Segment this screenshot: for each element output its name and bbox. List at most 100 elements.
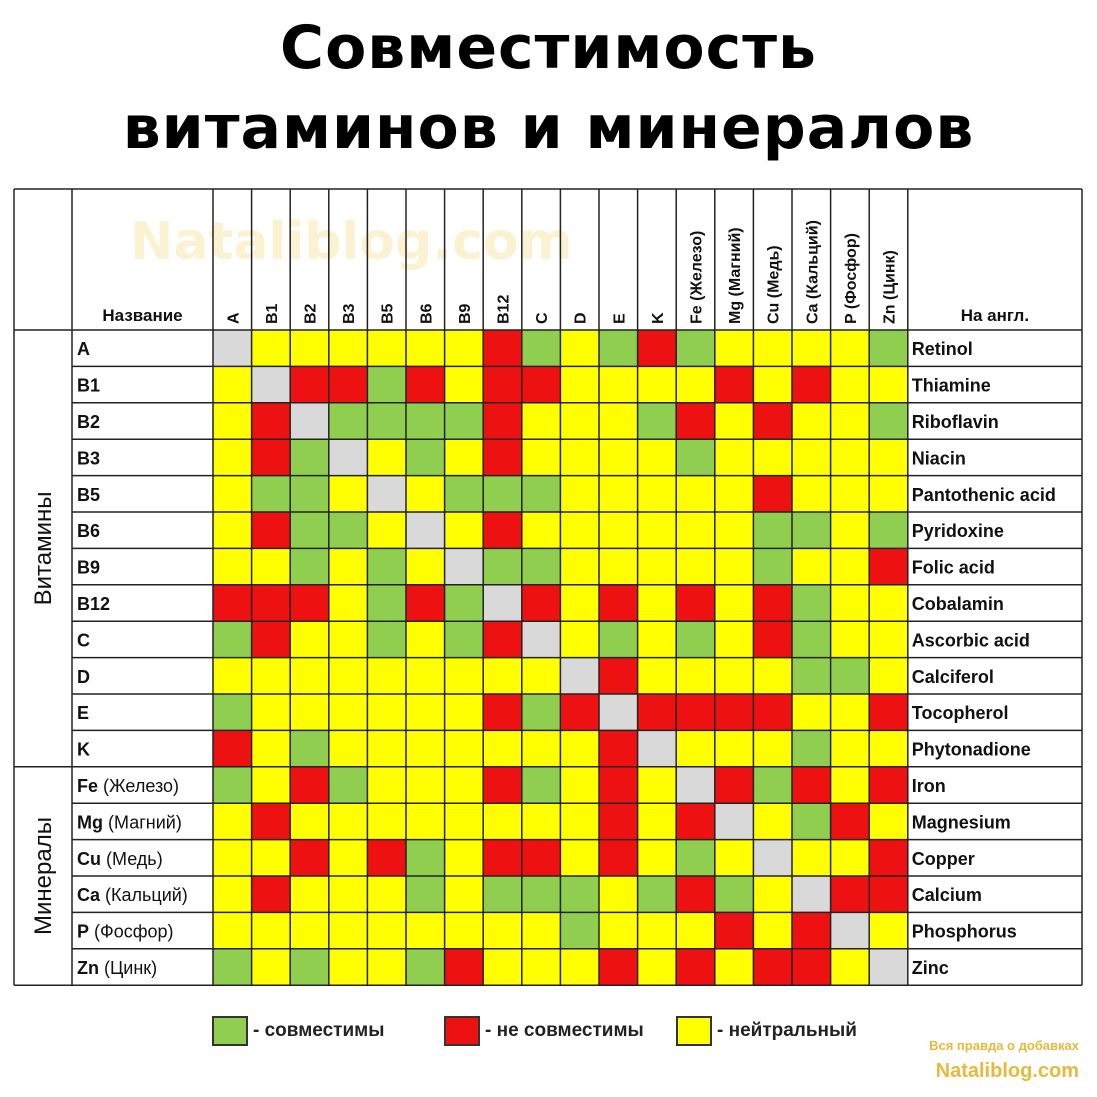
heatmap-cell bbox=[213, 912, 252, 949]
heatmap-cell bbox=[290, 330, 329, 367]
heatmap-cell bbox=[714, 584, 754, 622]
heatmap-cell bbox=[483, 912, 522, 949]
heatmap-cell bbox=[521, 548, 561, 585]
heatmap-cell bbox=[676, 839, 715, 876]
heatmap-cell bbox=[328, 475, 368, 512]
heatmap-cell bbox=[290, 839, 329, 876]
heatmap-cell bbox=[714, 548, 754, 585]
heatmap-cell bbox=[676, 512, 715, 549]
heatmap-cell bbox=[792, 621, 831, 658]
heatmap-cell bbox=[483, 439, 522, 476]
heatmap-cell bbox=[599, 694, 638, 731]
heatmap-cell bbox=[792, 402, 831, 440]
heatmap-cell bbox=[290, 803, 329, 840]
heatmap-cell bbox=[328, 839, 368, 876]
heatmap-cell bbox=[444, 803, 484, 840]
row-english-label: Calciferol bbox=[912, 667, 994, 687]
heatmap-cell bbox=[753, 876, 792, 913]
heatmap-cell bbox=[599, 803, 638, 840]
heatmap-cell bbox=[213, 439, 252, 476]
heatmap-cell bbox=[637, 948, 677, 986]
heatmap-cell bbox=[406, 548, 445, 585]
heatmap-cell bbox=[521, 621, 561, 658]
group-label: Витамины bbox=[30, 491, 57, 605]
row-english-label: Cobalamin bbox=[912, 594, 1004, 614]
row-label: P (Фосфор) bbox=[77, 922, 174, 942]
heatmap-cell bbox=[521, 657, 561, 694]
heatmap-cell bbox=[869, 912, 908, 949]
legend-compatible: - совместимы bbox=[212, 1014, 384, 1048]
heatmap-cell bbox=[406, 366, 445, 403]
heatmap-cell bbox=[714, 657, 754, 694]
heatmap-cell bbox=[213, 475, 252, 512]
heatmap-cell bbox=[869, 330, 908, 367]
heatmap-cell bbox=[637, 330, 677, 367]
heatmap-cell bbox=[792, 584, 831, 622]
heatmap-cell bbox=[367, 584, 406, 622]
heatmap-cell bbox=[676, 366, 715, 403]
heatmap-cell bbox=[753, 366, 792, 403]
heatmap-cell bbox=[483, 621, 522, 658]
heatmap-cell bbox=[753, 512, 792, 549]
heatmap-cell bbox=[290, 730, 329, 767]
heatmap-cell bbox=[406, 803, 445, 840]
heatmap-cell bbox=[290, 694, 329, 731]
row-label: Cu (Медь) bbox=[77, 849, 163, 869]
row-label: Zn (Цинк) bbox=[77, 958, 157, 978]
heatmap-cell bbox=[367, 694, 406, 731]
column-label: B5 bbox=[380, 303, 397, 324]
heatmap-cell bbox=[521, 366, 561, 403]
heatmap-cell bbox=[637, 912, 677, 949]
heatmap-cell bbox=[290, 948, 329, 986]
heatmap-cell bbox=[290, 402, 329, 440]
legend-swatch-incompatible bbox=[444, 1016, 480, 1046]
heatmap-cell bbox=[830, 948, 870, 986]
heatmap-cell bbox=[483, 694, 522, 731]
heatmap-cell bbox=[406, 948, 445, 986]
heatmap-cell bbox=[792, 512, 831, 549]
heatmap-cell bbox=[637, 548, 677, 585]
heatmap-cell bbox=[830, 402, 870, 440]
heatmap-cell bbox=[406, 694, 445, 731]
heatmap-cell bbox=[328, 439, 368, 476]
heatmap-cell bbox=[213, 621, 252, 658]
heatmap-cell bbox=[251, 839, 291, 876]
heatmap-cell bbox=[599, 584, 638, 622]
heatmap-cell bbox=[560, 402, 599, 440]
legend-swatch-neutral bbox=[676, 1016, 712, 1046]
heatmap-cell bbox=[560, 912, 599, 949]
heatmap-cell bbox=[637, 803, 677, 840]
heatmap-cell bbox=[251, 621, 291, 658]
heatmap-cell bbox=[753, 730, 792, 767]
heatmap-cell bbox=[406, 839, 445, 876]
heatmap-cell bbox=[251, 512, 291, 549]
header-name: Название bbox=[102, 306, 182, 325]
heatmap-cell bbox=[367, 948, 406, 986]
heatmap-cell bbox=[676, 475, 715, 512]
heatmap-cell bbox=[367, 475, 406, 512]
heatmap-cell bbox=[251, 439, 291, 476]
heatmap-cell bbox=[444, 548, 484, 585]
heatmap-cell bbox=[869, 439, 908, 476]
heatmap-cell bbox=[328, 548, 368, 585]
heatmap-cell bbox=[483, 366, 522, 403]
heatmap-cell bbox=[714, 730, 754, 767]
heatmap-cell bbox=[637, 730, 677, 767]
heatmap-cell bbox=[753, 948, 792, 986]
heatmap-cell bbox=[213, 330, 252, 367]
heatmap-cell bbox=[406, 912, 445, 949]
heatmap-cell bbox=[367, 657, 406, 694]
heatmap-cell bbox=[483, 584, 522, 622]
heatmap-cell bbox=[521, 730, 561, 767]
heatmap-cell bbox=[444, 766, 484, 804]
heatmap-cell bbox=[328, 584, 368, 622]
legend-label-neutral: - нейтральный bbox=[717, 1020, 857, 1041]
heatmap-cell bbox=[676, 330, 715, 367]
row-label: B1 bbox=[77, 376, 100, 396]
heatmap-cell bbox=[792, 876, 831, 913]
watermark: Nataliblog.com bbox=[130, 212, 573, 272]
legend-neutral: - нейтральный bbox=[676, 1014, 857, 1048]
heatmap-cell bbox=[483, 803, 522, 840]
heatmap-cell bbox=[637, 657, 677, 694]
heatmap-cell bbox=[753, 621, 792, 658]
